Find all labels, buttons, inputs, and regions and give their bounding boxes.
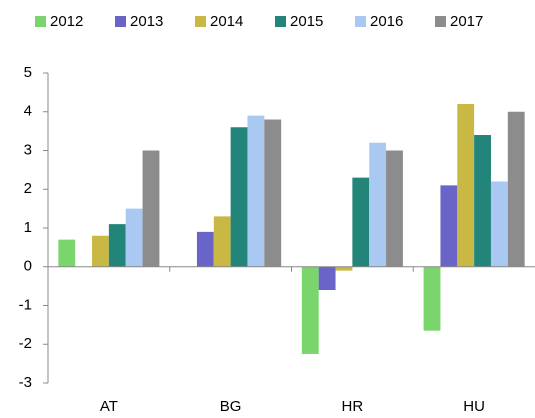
bar [423, 266, 441, 331]
legend-swatch [355, 16, 366, 27]
y-tick-label: 3 [24, 141, 32, 158]
bar [196, 231, 214, 267]
y-tick-label: -1 [19, 296, 32, 313]
x-tick-label: AT [100, 398, 118, 415]
bar [125, 208, 143, 267]
bar [108, 224, 126, 267]
y-tick-label: 0 [24, 258, 32, 275]
y-tick-label: 2 [24, 180, 32, 197]
y-tick-label: 5 [24, 64, 32, 81]
legend-swatch [35, 16, 46, 27]
bar [386, 150, 403, 267]
y-tick-label: -2 [19, 335, 32, 352]
bar [490, 181, 508, 267]
legend-label: 2017 [450, 13, 483, 30]
bar [142, 150, 160, 267]
x-tick-label: HU [463, 398, 485, 415]
bar [457, 104, 475, 267]
legend-swatch [115, 16, 126, 27]
bar [440, 185, 458, 267]
legend-label: 2012 [50, 13, 83, 30]
bar [335, 266, 353, 271]
bar [352, 177, 370, 267]
bar [230, 127, 248, 267]
bar [301, 266, 319, 354]
bar [264, 119, 282, 267]
legend-label: 2015 [290, 13, 323, 30]
legend-swatch [275, 16, 286, 27]
y-tick-label: -3 [19, 374, 32, 391]
bar [58, 239, 76, 267]
legend-swatch [195, 16, 206, 27]
bar [507, 111, 525, 267]
y-tick-label: 4 [24, 103, 32, 120]
bar [318, 266, 336, 290]
legend-swatch [435, 16, 446, 27]
x-tick-label: BG [220, 398, 242, 415]
legend-label: 2016 [370, 13, 403, 30]
legend-label: 2013 [130, 13, 163, 30]
bar [369, 142, 387, 267]
y-tick-label: 1 [24, 219, 32, 236]
legend-label: 2014 [210, 13, 243, 30]
x-tick-label: HR [342, 398, 364, 415]
bar [474, 135, 491, 267]
bar [92, 235, 109, 267]
bar [247, 115, 265, 267]
bar [213, 216, 231, 267]
